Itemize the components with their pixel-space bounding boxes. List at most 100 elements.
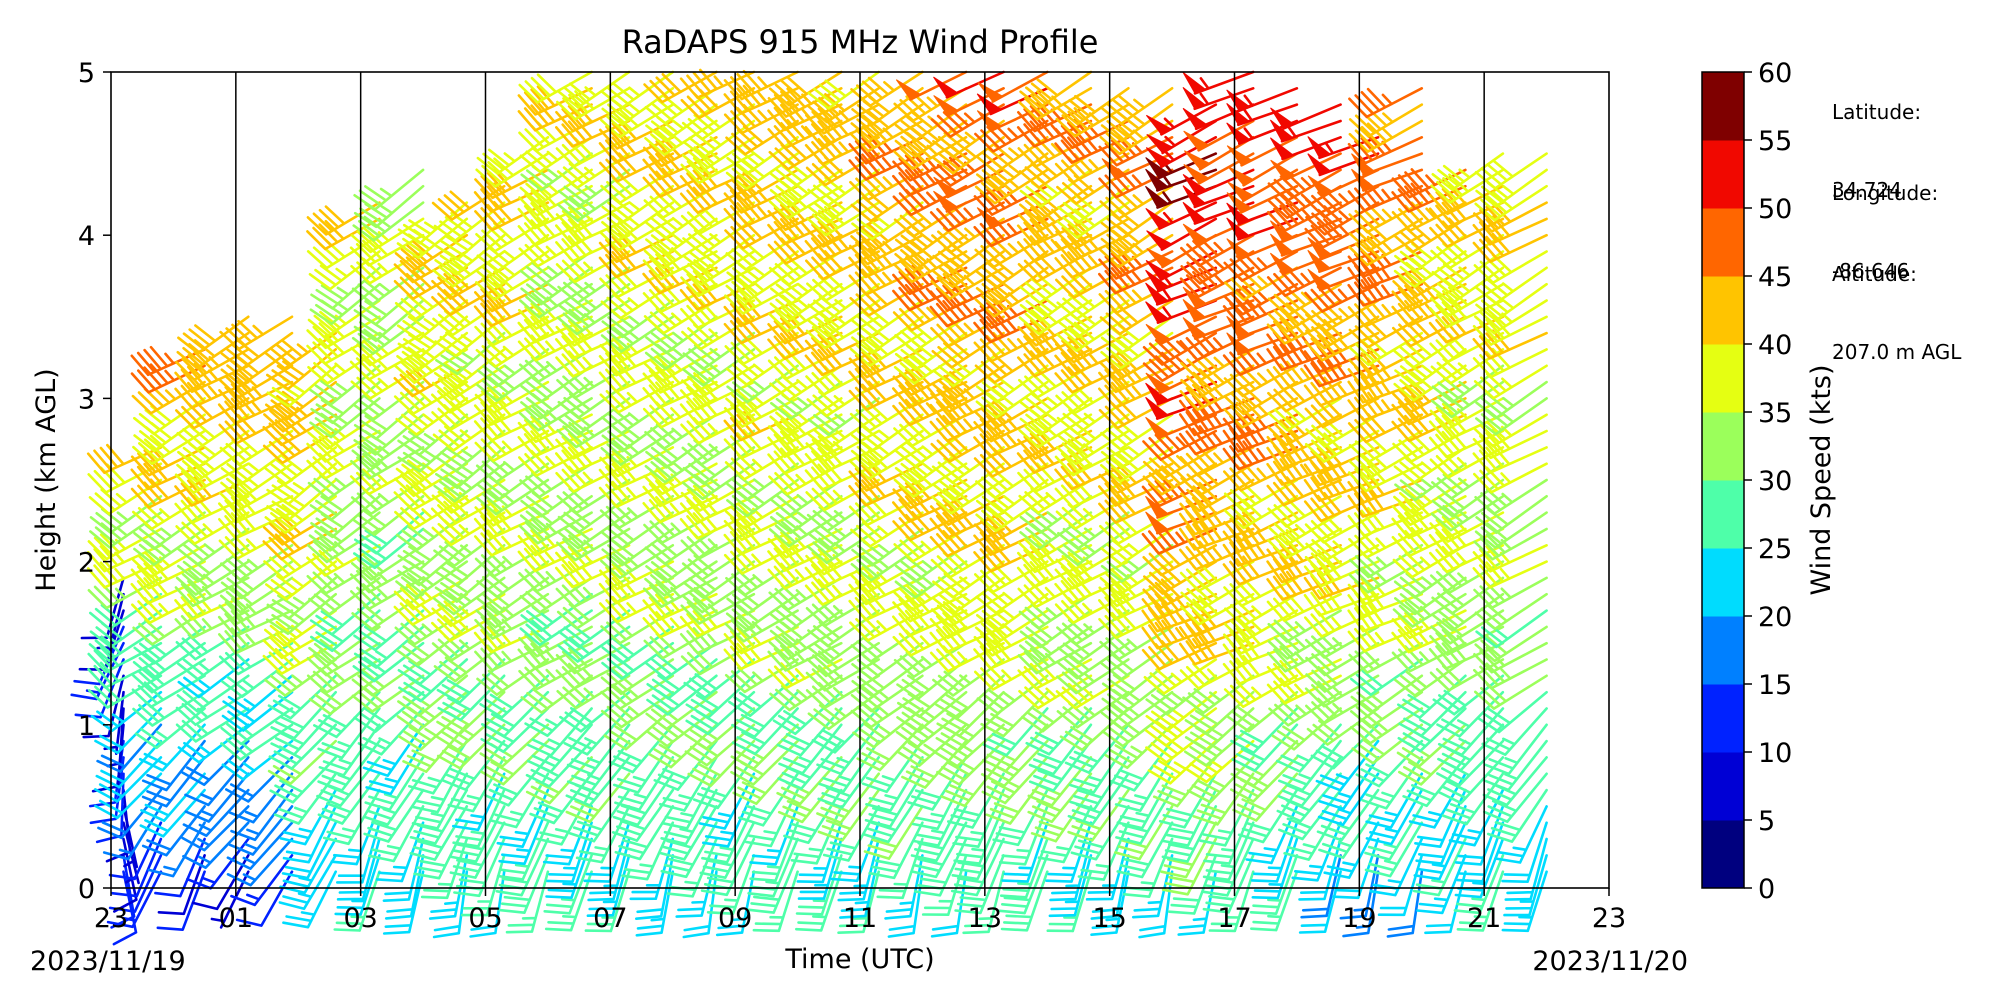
wind-barb <box>804 576 880 606</box>
wind-barb <box>930 152 1005 187</box>
wind-barb <box>806 495 880 533</box>
colorbar-segment <box>1702 344 1744 413</box>
x-axis-ticks: 23 01 03 05 07 09 11 13 15 17 19 21 23 <box>94 888 1626 934</box>
wind-barb <box>1474 478 1548 515</box>
wind-barb <box>1100 690 1174 730</box>
wind-barb <box>435 331 506 376</box>
wind-barb <box>930 315 1005 348</box>
wind-barb <box>473 411 550 442</box>
wind-barb <box>1251 837 1299 900</box>
wind-barb <box>74 658 125 719</box>
wind-barb <box>850 217 924 254</box>
wind-barb <box>954 854 1005 915</box>
wind-barb <box>402 723 469 773</box>
wind-barb <box>901 739 968 789</box>
wind-barb <box>723 510 799 541</box>
wind-barb <box>1230 756 1299 803</box>
wind-barb-flag <box>1101 158 1127 180</box>
wind-barb <box>1267 282 1342 317</box>
wind-barb <box>1141 589 1218 620</box>
wind-barb <box>310 495 381 539</box>
wind-profile-column <box>723 70 799 933</box>
wind-barb <box>517 216 593 247</box>
wind-barb <box>354 511 425 555</box>
wind-barb <box>951 821 1005 881</box>
wind-barb-flag <box>1182 87 1207 110</box>
wind-barb <box>308 511 381 552</box>
wind-barb <box>408 739 469 795</box>
wind-barb <box>555 201 631 234</box>
wind-barb <box>1056 282 1130 321</box>
wind-barb <box>375 821 425 883</box>
wind-barb <box>767 658 843 690</box>
wind-barb <box>1453 854 1505 915</box>
colorbar <box>1702 72 1744 889</box>
wind-barb <box>433 641 506 683</box>
wind-barb <box>1393 560 1467 599</box>
wind-barb <box>1100 103 1174 143</box>
wind-barb <box>732 756 799 805</box>
wind-barb <box>517 544 593 573</box>
wind-barb <box>1158 772 1218 829</box>
wind-barb-flag <box>1351 153 1376 176</box>
wind-barb <box>156 870 206 931</box>
wind-barb <box>1180 348 1255 382</box>
wind-barb <box>1056 168 1130 205</box>
wind-barb <box>644 641 718 680</box>
wind-barb <box>1474 184 1548 222</box>
x-tick-label: 07 <box>593 903 627 934</box>
wind-barb <box>850 103 924 141</box>
wind-barb <box>679 625 756 655</box>
wind-barb <box>723 397 799 428</box>
wind-barb <box>520 674 593 714</box>
wind-barb <box>102 805 163 861</box>
wind-barb <box>1473 658 1548 690</box>
wind-barb <box>1436 739 1505 787</box>
wind-barb-flag <box>976 93 1003 115</box>
wind-barb <box>141 805 206 857</box>
x-tick-label: 01 <box>219 903 253 934</box>
wind-barb-flag <box>1269 252 1295 275</box>
wind-barb <box>770 380 843 420</box>
wind-barb <box>555 250 631 284</box>
wind-barb <box>1475 266 1548 305</box>
wind-barb <box>1018 592 1093 630</box>
wind-barb <box>1430 168 1505 204</box>
wind-barb <box>517 101 593 132</box>
wind-barb <box>982 707 1049 757</box>
wind-barb <box>476 136 550 175</box>
wind-barb <box>612 739 675 794</box>
wind-barb <box>431 282 506 316</box>
wind-barb <box>1267 625 1342 660</box>
wind-barb <box>932 560 1005 599</box>
wind-barb <box>1048 854 1093 918</box>
wind-barb-flag <box>1145 495 1170 519</box>
wind-barb <box>397 201 469 245</box>
wind-barb <box>1393 331 1467 369</box>
wind-barb <box>1361 756 1424 810</box>
wind-barb <box>685 690 756 736</box>
wind-barb <box>476 576 550 616</box>
wind-barb <box>850 511 924 548</box>
wind-barb <box>431 397 506 431</box>
wind-barb <box>555 136 631 168</box>
wind-barb <box>480 739 550 786</box>
wind-barb-flag <box>1183 150 1211 170</box>
wind-barb <box>894 429 968 468</box>
wind-barb-flag <box>1145 259 1172 281</box>
wind-barb-flag <box>1183 130 1210 151</box>
wind-barb <box>310 609 381 653</box>
wind-barb <box>517 527 593 557</box>
station-info: Latitude: 34.724 <box>1832 47 1921 229</box>
wind-barb <box>642 478 718 508</box>
wind-barb <box>307 462 381 501</box>
wind-barb <box>811 707 880 754</box>
wind-barb <box>268 723 337 770</box>
wind-barb <box>1056 315 1130 353</box>
wind-barb <box>353 413 425 456</box>
wind-barb <box>1142 576 1218 609</box>
wind-barb <box>1019 168 1093 208</box>
wind-barb <box>432 870 469 939</box>
wind-barb <box>176 674 250 713</box>
wind-barb <box>805 315 880 350</box>
